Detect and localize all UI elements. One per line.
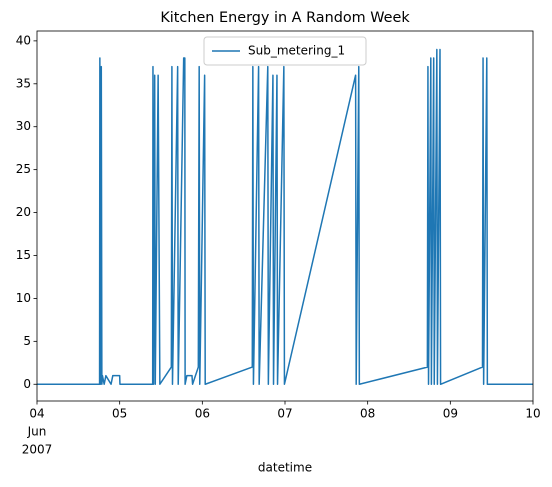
y-tick-label: 5 [23,334,31,348]
x-tick-label: 10 [525,407,540,421]
x-tick-label: 09 [443,407,458,421]
y-tick-label: 15 [16,248,31,262]
y-tick-label: 25 [16,162,31,176]
y-tick-label: 0 [23,377,31,391]
x-tick-label: 07 [277,407,292,421]
y-tick-label: 35 [16,76,31,90]
chart-title: Kitchen Energy in A Random Week [160,10,410,26]
y-tick-label: 30 [16,119,31,133]
x-tick-label: 08 [360,407,375,421]
legend-box [203,36,367,66]
x-axis-label: datetime [258,461,312,475]
y-tick-label: 10 [16,291,31,305]
plot-frame [36,30,534,402]
legend-label: Sub_metering_1 [248,44,345,58]
x-tick-label: 05 [112,407,127,421]
x-month-label: Jun [27,425,47,439]
data-line [37,48,533,386]
y-tick-label: 40 [16,33,31,47]
y-tick-label: 20 [16,205,31,219]
x-year-label: 2007 [22,443,53,457]
x-tick-label: 04 [29,407,44,421]
x-tick-label: 06 [195,407,210,421]
